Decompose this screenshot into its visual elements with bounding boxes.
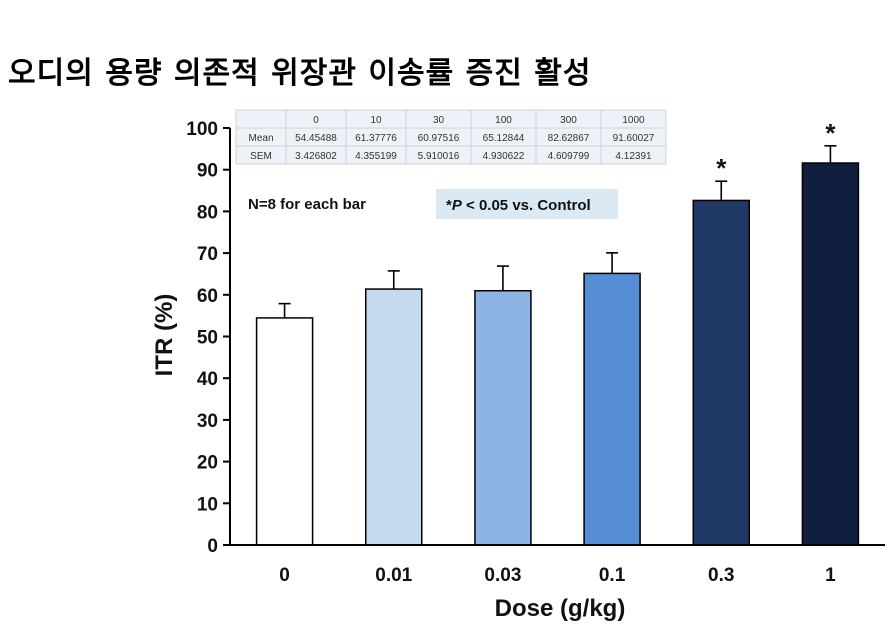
x-tick-label: 0.01 [375, 565, 412, 586]
table-cell: 4.930622 [483, 151, 525, 162]
table-cell: 65.12844 [483, 133, 525, 144]
y-tick-label: 70 [197, 244, 218, 265]
x-tick-label: 0 [279, 565, 290, 586]
table-cell: 54.45488 [295, 133, 337, 144]
axes: 0 10 20 30 40 50 60 70 80 90 100 [186, 119, 885, 557]
y-tick-label: 40 [197, 369, 218, 390]
x-axis-title: Dose (g/kg) [495, 595, 626, 622]
table-cell: 61.37776 [355, 133, 397, 144]
table-background [235, 109, 667, 165]
x-tick-label: 1 [825, 565, 836, 586]
y-tick-label: 100 [186, 119, 218, 140]
significance-marker: * [716, 153, 727, 183]
bars: 0 0.01 0.03 0.1 * 0.3 * 1 [255, 118, 860, 586]
table-cell: Mean [248, 133, 273, 144]
table-cell: 60.97516 [418, 133, 460, 144]
p-note-background [436, 189, 618, 219]
y-tick-label: 50 [197, 328, 218, 349]
p-note: *P < 0.05 vs. Control [446, 197, 591, 214]
table-cell: 3.426802 [295, 151, 337, 162]
page-title: 오디의 용량 의존적 위장관 이송률 증진 활성 [8, 56, 592, 91]
y-tick-label: 30 [197, 411, 218, 432]
summary-table: 0 10 30 100 300 1000 Mean 54.45488 61.37776 60.97… [235, 109, 667, 165]
bar [801, 162, 860, 546]
n-note: N=8 for each bar [248, 196, 366, 213]
table-header-cell: 0 [313, 115, 319, 126]
table-cell: 5.910016 [418, 151, 460, 162]
table-cell: 4.12391 [615, 151, 652, 162]
bar [255, 317, 314, 546]
table-header-cell: 30 [433, 115, 445, 126]
y-axis-title: ITR (%) [151, 294, 178, 377]
x-tick-label: 0.3 [708, 565, 734, 586]
table-header-cell: 10 [370, 115, 382, 126]
y-tick-label: 0 [207, 536, 218, 557]
x-tick-label: 0.1 [599, 565, 626, 586]
y-tick-label: 10 [197, 494, 218, 515]
chart-notes: N=8 for each bar *P < 0.05 vs. Control [248, 189, 618, 219]
table-header-cell: 100 [495, 115, 512, 126]
bar [365, 288, 423, 546]
y-tick-label: 80 [197, 202, 218, 223]
significance-marker: * [825, 118, 836, 148]
bar [583, 272, 641, 546]
y-tick-label: 90 [197, 161, 218, 182]
bar [692, 199, 750, 546]
table-cell: 4.609799 [548, 151, 590, 162]
y-tick-label: 20 [197, 453, 218, 474]
table-cell: 91.60027 [613, 133, 655, 144]
table-header-cell: 300 [560, 115, 577, 126]
table-header-cell: 1000 [622, 115, 645, 126]
table-cell: 82.62867 [548, 133, 590, 144]
x-tick-label: 0.03 [484, 565, 521, 586]
table-cell: 4.355199 [355, 151, 397, 162]
bar [474, 289, 532, 546]
table-cell: SEM [250, 151, 272, 162]
y-tick-label: 60 [197, 286, 218, 307]
